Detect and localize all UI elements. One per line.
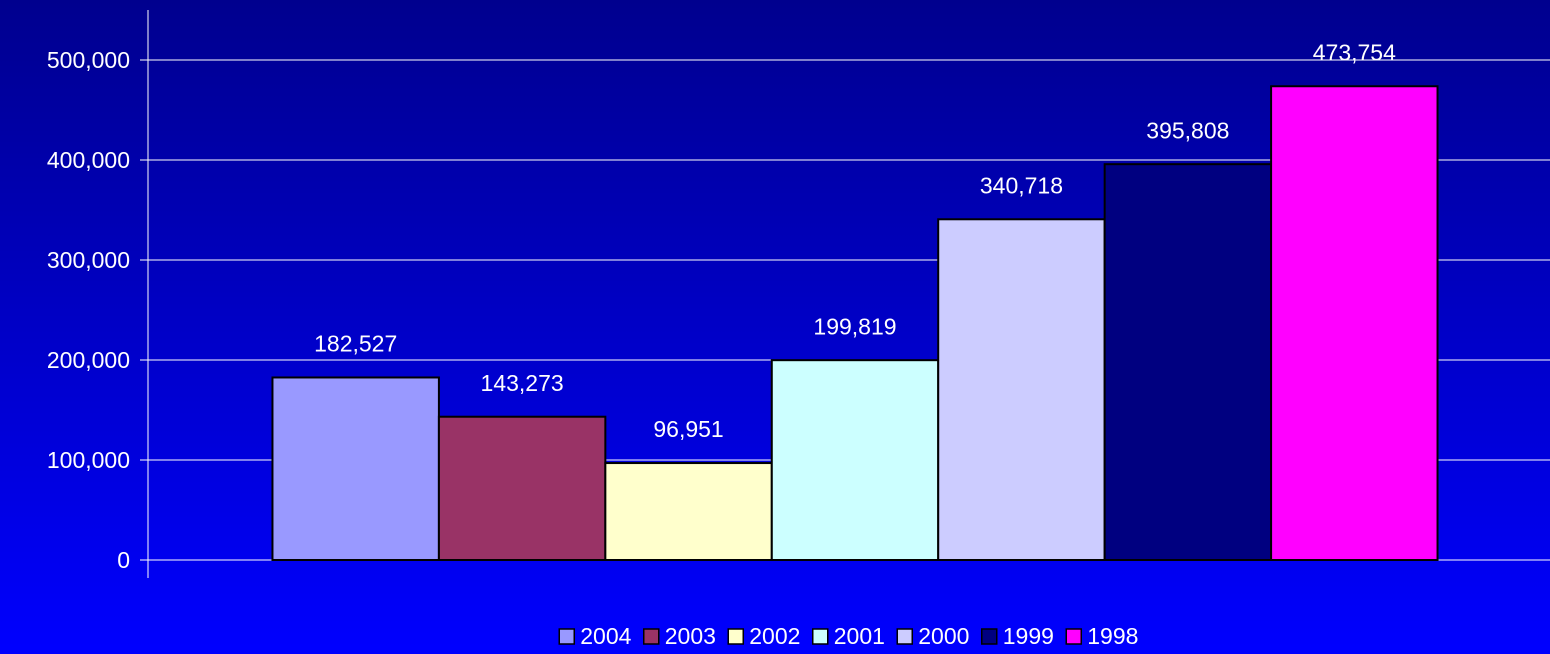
y-tick-label: 200,000 — [47, 347, 130, 373]
legend-label: 1998 — [1087, 623, 1138, 649]
value-label: 340,718 — [980, 172, 1063, 198]
legend-swatch — [812, 628, 829, 645]
bar — [937, 218, 1106, 561]
legend-label: 2003 — [665, 623, 716, 649]
legend-label: 1999 — [1003, 623, 1054, 649]
bar — [1270, 85, 1439, 561]
bar — [437, 415, 607, 561]
y-tick-label: 500,000 — [47, 47, 130, 73]
y-tick-label: 0 — [117, 547, 130, 573]
y-tick-label: 100,000 — [47, 447, 130, 473]
bar — [604, 462, 773, 562]
legend-swatch — [643, 628, 660, 645]
bar — [770, 359, 940, 561]
value-label: 199,819 — [813, 313, 896, 339]
legend-swatch — [558, 628, 575, 645]
bar — [1103, 163, 1273, 562]
legend-swatch — [1065, 628, 1082, 645]
value-label: 96,951 — [653, 416, 723, 442]
legend-swatch — [981, 628, 998, 645]
legend-label: 2000 — [918, 623, 969, 649]
legend-label: 2004 — [580, 623, 631, 649]
value-label: 473,754 — [1313, 39, 1396, 65]
legend-label: 2001 — [834, 623, 885, 649]
legend-swatch — [896, 628, 913, 645]
value-label: 182,527 — [314, 331, 397, 357]
bar — [271, 376, 440, 561]
y-tick-label: 300,000 — [47, 247, 130, 273]
value-label: 395,808 — [1146, 117, 1229, 143]
legend-label: 2002 — [749, 623, 800, 649]
legend-swatch — [727, 628, 744, 645]
value-label: 143,273 — [481, 370, 564, 396]
y-tick-label: 400,000 — [47, 147, 130, 173]
